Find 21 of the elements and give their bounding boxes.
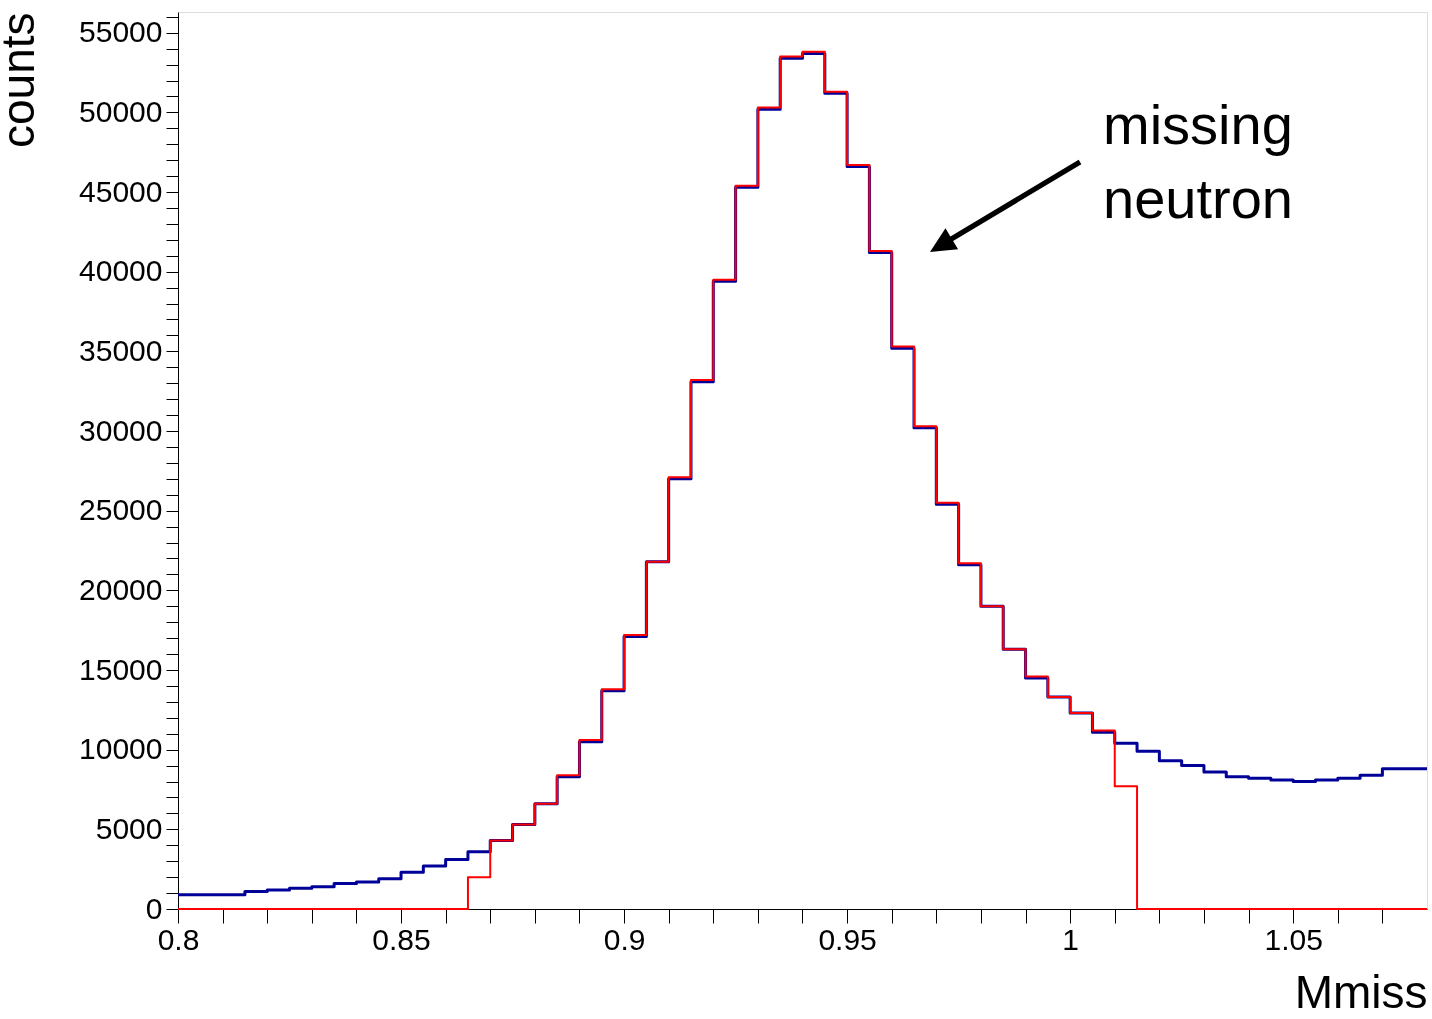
y-tick-label: 20000 — [79, 572, 163, 606]
y-tick-label: 10000 — [79, 732, 163, 766]
x-tick-label: 0.8 — [157, 922, 200, 956]
y-tick-label: 5000 — [95, 811, 163, 845]
x-tick-label: 1 — [1062, 922, 1079, 956]
y-tick-label: 15000 — [79, 652, 163, 686]
x-tick-label: 0.85 — [372, 922, 431, 956]
y-axis-title: counts — [0, 12, 44, 149]
y-tick-label: 0 — [145, 891, 163, 925]
y-tick-label: 45000 — [79, 174, 163, 208]
y-tick-label: 50000 — [79, 94, 163, 128]
x-tick-label: 0.9 — [603, 922, 646, 956]
annotation: missing neutron — [1103, 92, 1293, 230]
y-tick-label: 35000 — [79, 333, 163, 367]
y-tick-label: 25000 — [79, 493, 163, 527]
x-tick-label: 1.05 — [1264, 922, 1323, 956]
y-tick-label: 40000 — [79, 254, 163, 288]
x-tick-label: 0.95 — [818, 922, 877, 956]
x-axis-title: Mmiss — [1294, 965, 1428, 1018]
y-tick-label: 30000 — [79, 413, 163, 447]
y-tick-label: 55000 — [79, 15, 163, 49]
